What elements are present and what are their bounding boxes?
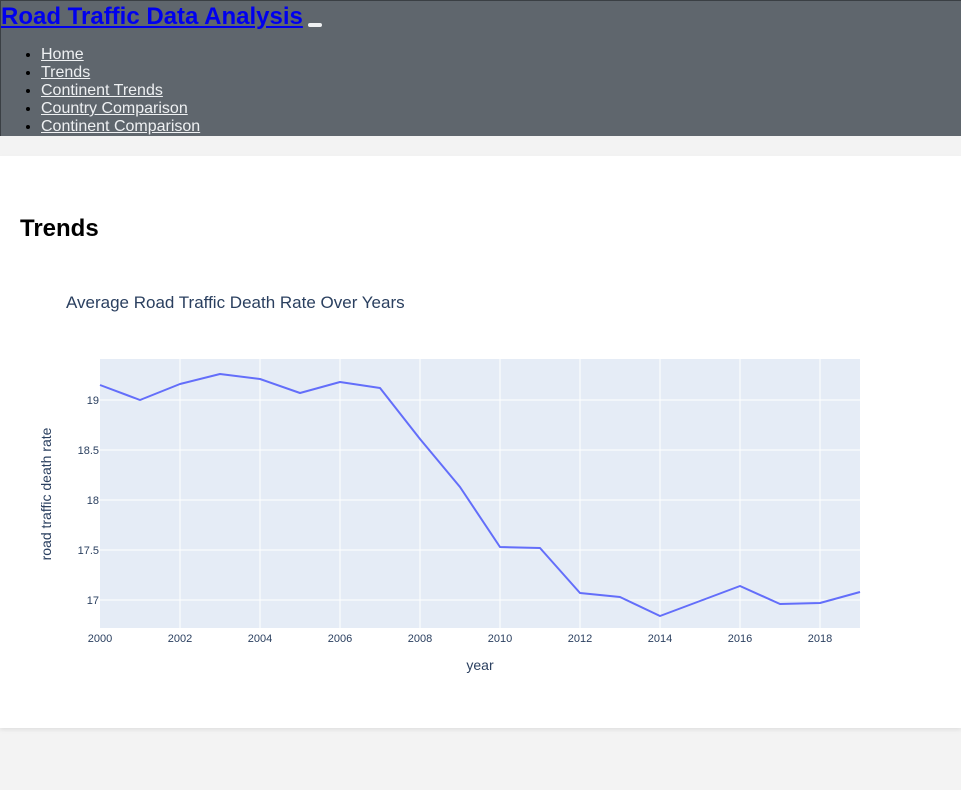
- x-tick-label: 2012: [568, 633, 592, 645]
- nav-link-country-comparison[interactable]: Country Comparison: [41, 100, 188, 117]
- chart-title: Average Road Traffic Death Rate Over Yea…: [66, 293, 405, 312]
- x-tick-label: 2006: [328, 633, 352, 645]
- nav-list: Home Trends Continent Trends Country Com…: [1, 46, 200, 136]
- plot-area: [100, 359, 860, 628]
- y-tick-label: 17.5: [78, 545, 99, 557]
- trend-chart[interactable]: Average Road Traffic Death Rate Over Yea…: [0, 270, 961, 690]
- nav-link-continent-trends[interactable]: Continent Trends: [41, 82, 163, 99]
- nav-link-continent-comparison[interactable]: Continent Comparison: [41, 118, 201, 135]
- nav-item-trends: Trends: [41, 64, 200, 82]
- navbar: Road Traffic Data Analysis Home Trends C…: [0, 0, 961, 136]
- y-tick-label: 18: [87, 495, 99, 507]
- x-tick-label: 2004: [248, 633, 272, 645]
- x-tick-labels: 2000 2002 2004 2006 2008 2010 2012 2014 2016 2018: [88, 633, 832, 645]
- x-tick-label: 2018: [808, 633, 832, 645]
- grid-lines: [100, 359, 860, 628]
- x-tick-label: 2010: [488, 633, 512, 645]
- x-tick-label: 2002: [168, 633, 192, 645]
- y-axis-title: road traffic death rate: [38, 427, 54, 560]
- brand-link[interactable]: Road Traffic Data Analysis: [1, 3, 303, 30]
- x-axis-title: year: [466, 657, 494, 673]
- nav-item-continent-trends: Continent Trends: [41, 82, 200, 100]
- x-tick-label: 2008: [408, 633, 432, 645]
- series-line[interactable]: [99, 373, 861, 617]
- x-tick-label: 2016: [728, 633, 752, 645]
- series-line-layer: [99, 373, 861, 617]
- x-tick-label: 2000: [88, 633, 112, 645]
- y-tick-labels: 17 17.5 18 18.5 19: [78, 395, 99, 607]
- nav-item-country-comparison: Country Comparison: [41, 100, 200, 118]
- x-tick-label: 2014: [648, 633, 672, 645]
- y-tick-label: 19: [87, 395, 99, 407]
- navbar-toggler-button[interactable]: [308, 23, 322, 27]
- nav-item-continent-comparison: Continent Comparison: [41, 118, 200, 136]
- nav-item-home: Home: [41, 46, 200, 64]
- nav-link-trends[interactable]: Trends: [41, 64, 91, 81]
- y-tick-label: 17: [87, 595, 99, 607]
- nav-link-home[interactable]: Home: [41, 46, 84, 63]
- y-tick-label: 18.5: [78, 445, 99, 457]
- page-title: Trends: [20, 215, 99, 242]
